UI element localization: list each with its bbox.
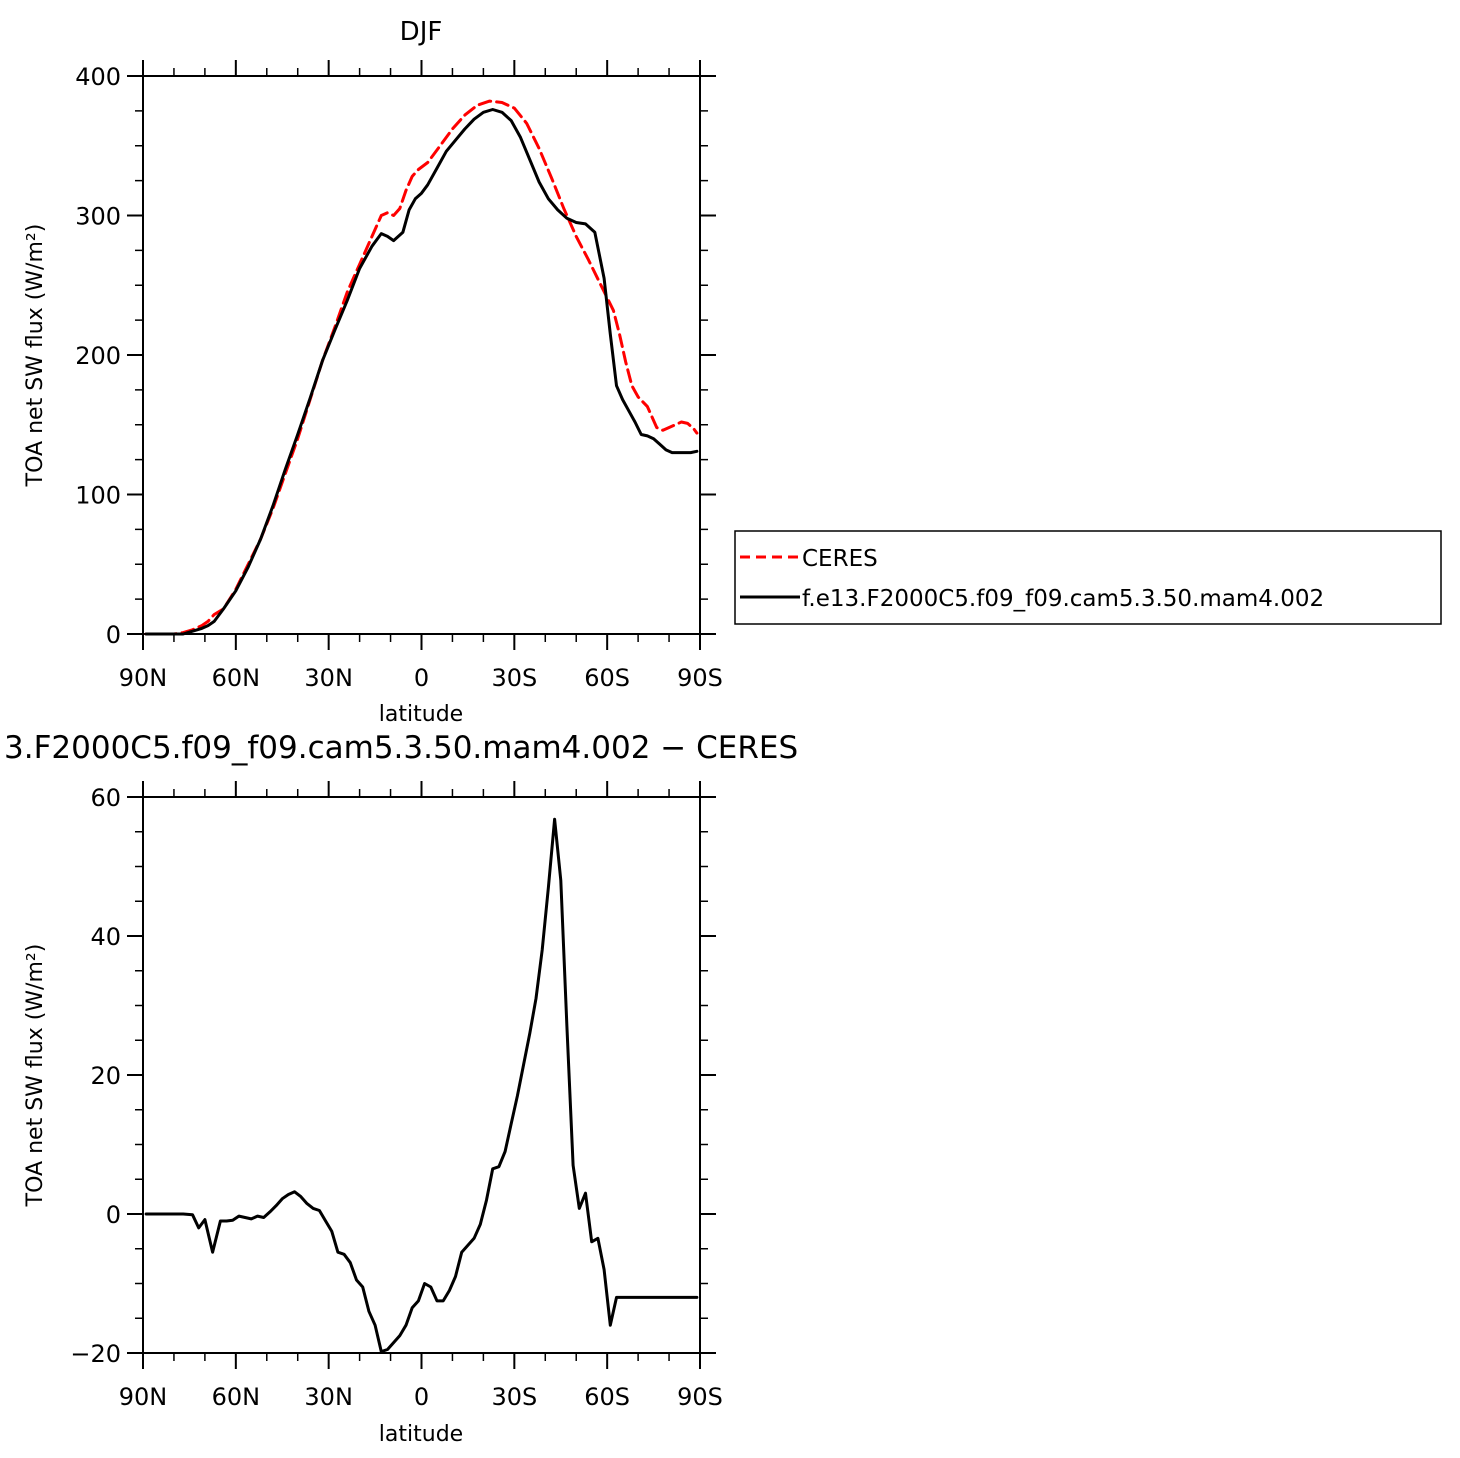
series-line-f-e13-f2000c5-f09-f09-cam5-3-50-mam4-002 bbox=[144, 108, 699, 636]
series-lines bbox=[144, 817, 699, 1354]
axis-ticks bbox=[127, 60, 716, 650]
y-tick-label: −20 bbox=[70, 1340, 121, 1368]
axis-ticks bbox=[127, 781, 716, 1369]
y-axis-label: TOA net SW flux (W/m²) bbox=[23, 224, 48, 488]
y-tick-label: 400 bbox=[75, 63, 121, 91]
y-tick-label: 40 bbox=[90, 923, 121, 951]
djf-flux-chart: DJF 0 100 200 300 400 90N 60N 30N 0 30S 60S 90S la… bbox=[23, 17, 723, 727]
y-tick-label: 0 bbox=[106, 621, 121, 649]
x-tick-label: 90N bbox=[119, 664, 168, 692]
plot-frame bbox=[142, 796, 701, 1354]
x-tick-label: 60S bbox=[584, 1383, 630, 1411]
legend: CERES f.e13.F2000C5.f09_f09.cam5.3.50.ma… bbox=[734, 530, 1442, 625]
x-tick-labels: 90N 60N 30N 0 30S 60S 90S bbox=[119, 664, 723, 692]
x-tick-label: 60S bbox=[584, 664, 630, 692]
x-tick-label: 60N bbox=[212, 664, 261, 692]
difference-flux-chart: 3.F2000C5.f09_f09.cam5.3.50.mam4.002 − C… bbox=[4, 730, 798, 1447]
x-tick-label: 30N bbox=[304, 664, 353, 692]
x-tick-label: 30S bbox=[491, 1383, 537, 1411]
x-axis-label: latitude bbox=[379, 1422, 463, 1447]
y-axis-label: TOA net SW flux (W/m²) bbox=[23, 944, 48, 1208]
x-tick-label: 0 bbox=[414, 664, 429, 692]
chart-title: 3.F2000C5.f09_f09.cam5.3.50.mam4.002 − C… bbox=[4, 730, 798, 766]
x-tick-label: 90N bbox=[119, 1383, 168, 1411]
x-tick-labels: 90N 60N 30N 0 30S 60S 90S bbox=[119, 1383, 723, 1411]
y-tick-labels: 0 100 200 300 400 bbox=[75, 63, 121, 649]
chart-title: DJF bbox=[400, 17, 443, 47]
y-tick-label: 20 bbox=[90, 1062, 121, 1090]
y-tick-label: 0 bbox=[106, 1201, 121, 1229]
x-tick-label: 30N bbox=[304, 1383, 353, 1411]
legend-label-ceres: CERES bbox=[802, 546, 878, 572]
x-tick-label: 30S bbox=[491, 664, 537, 692]
legend-box bbox=[734, 530, 1442, 625]
x-tick-label: 90S bbox=[677, 1383, 723, 1411]
legend-label-model: f.e13.F2000C5.f09_f09.cam5.3.50.mam4.002 bbox=[802, 586, 1324, 612]
plot-frame bbox=[142, 75, 701, 635]
x-tick-label: 0 bbox=[414, 1383, 429, 1411]
series-lines bbox=[144, 99, 699, 636]
series-line-difference bbox=[144, 817, 699, 1354]
y-tick-label: 200 bbox=[75, 342, 121, 370]
x-axis-label: latitude bbox=[379, 702, 463, 727]
y-tick-label: 60 bbox=[90, 784, 121, 812]
y-tick-label: 300 bbox=[75, 203, 121, 231]
y-tick-labels: −20 0 20 40 60 bbox=[70, 784, 121, 1368]
x-tick-label: 90S bbox=[677, 664, 723, 692]
x-tick-label: 60N bbox=[212, 1383, 261, 1411]
y-tick-label: 100 bbox=[75, 482, 121, 510]
